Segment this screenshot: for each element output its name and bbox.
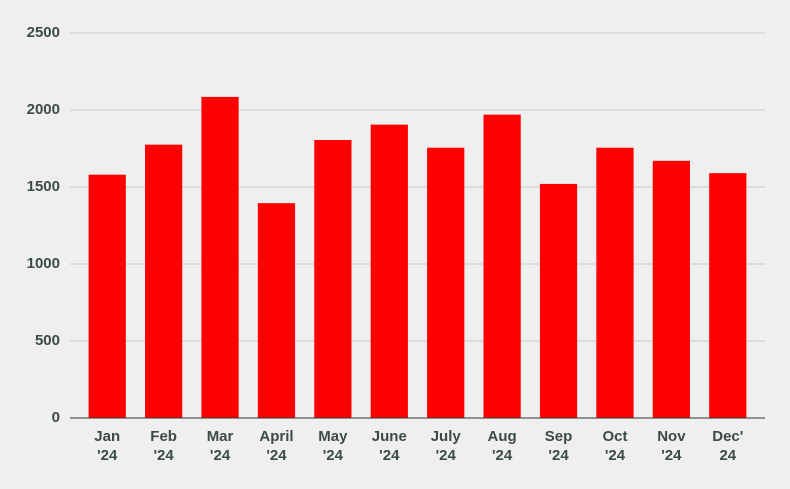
x-tick-label: May (318, 428, 348, 445)
x-tick-label: '24 (323, 447, 344, 464)
bar (539, 183, 578, 418)
bar (652, 160, 690, 418)
x-tick-label: Aug (488, 428, 517, 445)
x-tick-label: Mar (207, 428, 234, 445)
y-tick-label: 2000 (27, 101, 60, 118)
bar (596, 147, 634, 419)
bar (201, 96, 239, 418)
bar (88, 174, 126, 418)
x-tick-label: '24 (266, 447, 287, 464)
x-tick-label: July (431, 428, 462, 445)
x-tick-label: '24 (548, 447, 569, 464)
x-tick-label: Feb (150, 428, 177, 445)
y-tick-label: 1000 (27, 255, 60, 272)
y-tick-label: 500 (35, 332, 60, 349)
x-tick-label: Oct (602, 428, 627, 445)
x-tick-label: Jan (94, 428, 120, 445)
bar (709, 173, 747, 418)
y-tick-label: 1500 (27, 178, 60, 195)
bar (314, 140, 352, 418)
y-tick-label: 2500 (27, 24, 60, 41)
x-tick-label: June (372, 428, 407, 445)
bar (483, 114, 521, 419)
bar (427, 147, 465, 419)
x-tick-label: '24 (436, 447, 457, 464)
x-tick-label: '24 (492, 447, 513, 464)
x-tick-label: '24 (210, 447, 231, 464)
bar (257, 203, 296, 418)
bar (370, 124, 408, 418)
y-tick-label: 0 (52, 409, 60, 426)
x-tick-label: Sep (545, 428, 573, 445)
x-tick-label: 24 (719, 447, 736, 464)
x-tick-label: '24 (661, 447, 682, 464)
x-tick-label: Dec' (712, 428, 743, 445)
x-tick-label: '24 (153, 447, 174, 464)
x-tick-label: April (259, 428, 293, 445)
bar (145, 144, 183, 418)
x-tick-label: '24 (379, 447, 400, 464)
x-tick-label: Nov (657, 428, 686, 445)
x-tick-label: '24 (605, 447, 626, 464)
x-tick-label: '24 (97, 447, 118, 464)
